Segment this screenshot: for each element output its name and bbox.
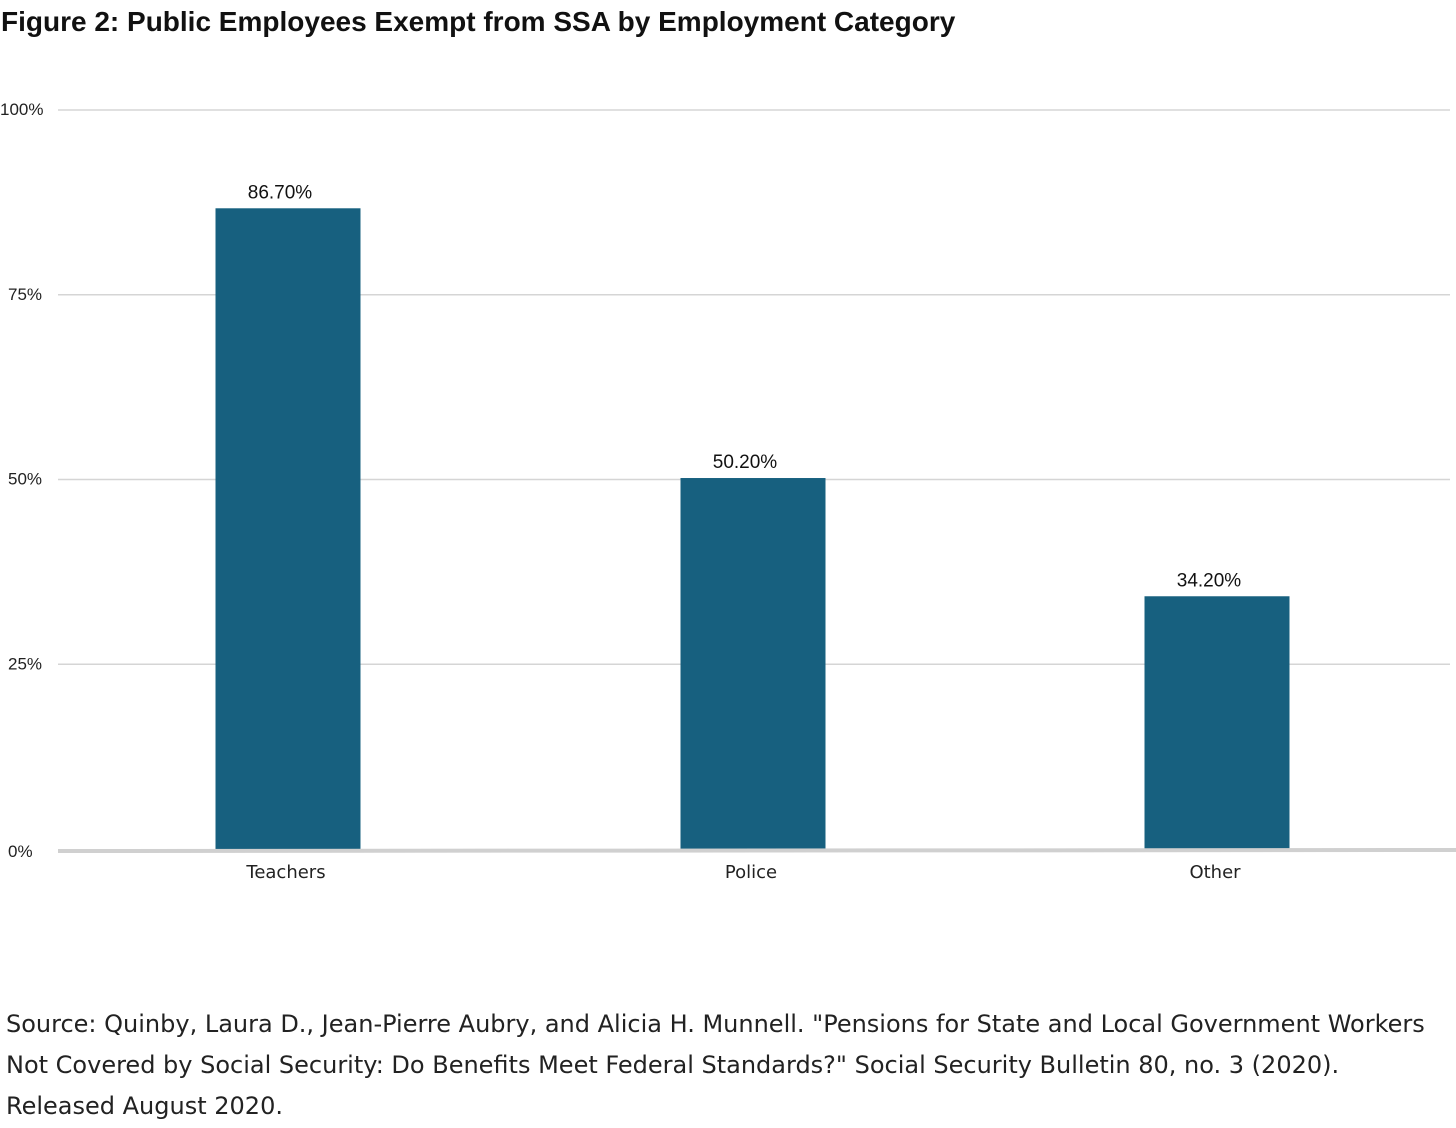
data-label-other: 34.20% — [1177, 570, 1242, 591]
bar-teachers — [215, 208, 361, 850]
source-note: Source: Quinby, Laura D., Jean-Pierre Au… — [6, 1010, 1425, 1120]
y-tick-label: 0% — [8, 842, 33, 861]
y-tick-label: 75% — [8, 285, 42, 304]
x-axis-baseline — [57, 848, 1456, 853]
x-tick-label-teachers: Teachers — [245, 862, 325, 883]
x-tick-label-police: Police — [725, 862, 777, 883]
data-label-teachers: 86.70% — [248, 182, 313, 203]
x-tick-label-other: Other — [1189, 862, 1241, 883]
bar-chart: 0% 25% 50% 75% 100% 86.70% Teachers 50.20% Polic… — [0, 100, 1456, 883]
labels: 0% 25% 50% 75% 100% 86.70% Teachers 50.20% Polic… — [0, 100, 1241, 883]
bar-police — [680, 478, 826, 849]
y-tick-label: 100% — [0, 100, 43, 119]
bars — [215, 208, 1290, 850]
bar-other — [1144, 596, 1290, 849]
y-tick-label: 25% — [8, 654, 42, 673]
x-axis-line — [57, 848, 1456, 853]
y-tick-label: 50% — [8, 470, 42, 489]
data-label-police: 50.20% — [713, 452, 778, 473]
chart-title: Figure 2: Public Employees Exempt from S… — [1, 6, 956, 37]
